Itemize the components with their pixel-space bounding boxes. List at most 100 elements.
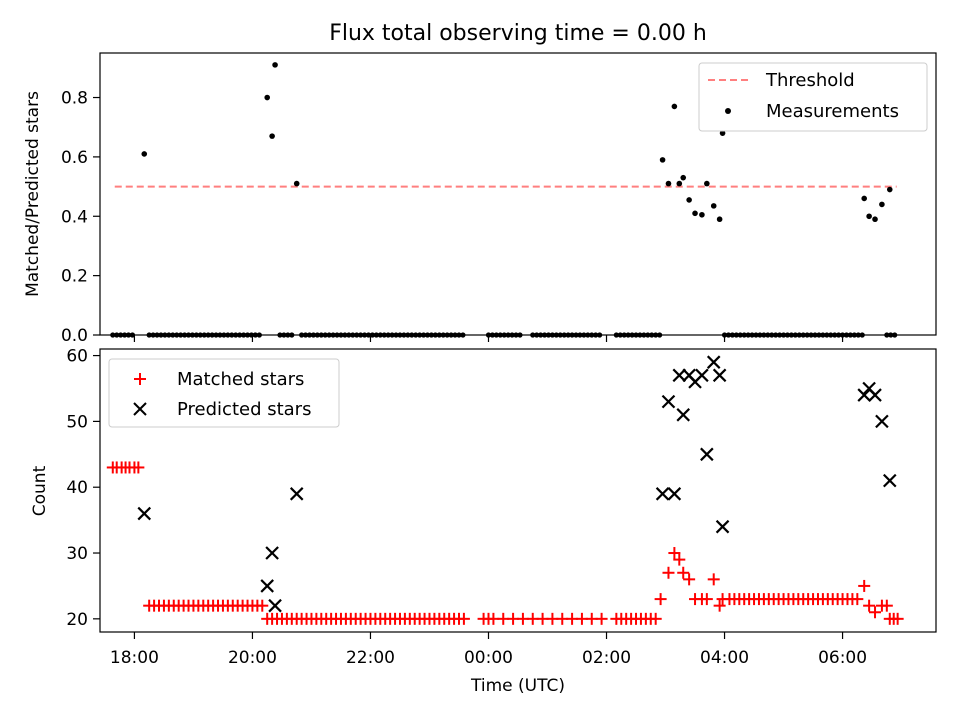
predicted-star-point	[260, 579, 274, 593]
measurement-point	[710, 203, 717, 209]
top-y-tick-label: 0.6	[61, 148, 88, 168]
legend-measurements-swatch	[725, 108, 731, 114]
predicted-star-point	[695, 368, 709, 383]
predicted-star-point	[265, 546, 279, 560]
top-plot-marks	[110, 62, 898, 338]
predicted-star-point	[672, 368, 687, 383]
predicted-star-point	[137, 506, 152, 521]
predicted-star-point	[715, 519, 730, 534]
matched-star-point	[869, 606, 882, 619]
matched-star-point	[863, 599, 876, 612]
matched-star-point	[662, 566, 675, 579]
measurement-point	[692, 210, 698, 217]
measurement-point	[272, 62, 278, 68]
matched-star-point	[673, 553, 686, 566]
measurement-point	[671, 103, 678, 110]
predicted-star-point	[700, 447, 714, 462]
legend-threshold-label: Threshold	[765, 70, 855, 91]
predicted-star-point	[667, 487, 682, 501]
measurement-point	[665, 180, 672, 187]
bottom-plot-marks	[106, 355, 904, 625]
x-tick-label: 20:00	[228, 648, 277, 668]
matched-star-point	[891, 612, 904, 625]
measurement-point	[680, 174, 687, 181]
bottom-legend-box	[108, 358, 340, 428]
bottom-y-tick-label: 50	[66, 412, 88, 432]
bottom-y-tick-label: 60	[66, 347, 88, 367]
legend-predicted-label: Predicted stars	[177, 399, 311, 420]
x-tick-label: 04:00	[700, 648, 749, 668]
measurement-point	[704, 180, 710, 187]
measurement-point	[879, 201, 885, 208]
x-tick-label: 02:00	[582, 648, 631, 668]
matched-star-point	[654, 593, 667, 606]
predicted-star-point	[289, 487, 304, 501]
matched-star-point	[649, 612, 662, 625]
bottom-legend: Matched stars Predicted stars	[108, 358, 340, 428]
matched-star-point	[858, 579, 871, 592]
legend-measurements-label: Measurements	[766, 101, 899, 122]
matched-star-point	[677, 566, 690, 579]
bottom-y-tick-label: 40	[66, 478, 88, 498]
measurement-point	[269, 133, 275, 139]
measurement-point	[686, 197, 692, 203]
predicted-star-point	[706, 355, 721, 369]
x-tick-label: 06:00	[818, 648, 867, 668]
matched-star-point	[707, 573, 720, 586]
top-y-axis: 0.0 0.2 0.4 0.6 0.8	[61, 89, 100, 346]
measurement-point	[141, 151, 148, 157]
measurement-point	[293, 180, 300, 187]
matched-star-point	[595, 612, 608, 625]
matched-star-point	[256, 599, 269, 612]
top-x-tick-marks	[133, 335, 844, 342]
x-tick-label: 22:00	[346, 648, 395, 668]
predicted-star-point	[868, 388, 882, 402]
top-axes-frame	[99, 52, 937, 336]
top-legend: Threshold Measurements	[698, 62, 928, 132]
matched-star-point	[700, 593, 713, 606]
measurement-point	[861, 195, 868, 202]
matched-star-point	[457, 612, 470, 625]
predicted-star-point	[676, 408, 691, 422]
predicted-star-point	[875, 414, 889, 429]
bottom-x-axis: 18:00 20:00 22:00 00:00 02:00 04:00 06:00	[110, 632, 867, 668]
predicted-star-point	[882, 473, 897, 488]
legend-matched-swatch	[134, 373, 146, 385]
predicted-star-point	[268, 598, 282, 613]
x-axis-label: Time (UTC)	[470, 676, 565, 696]
measurement-point	[866, 213, 872, 220]
predicted-star-point	[661, 394, 676, 409]
matched-star-point	[713, 599, 726, 612]
top-panel: 0.00.20.40.60.8 Matched/Predicted stars …	[23, 52, 937, 346]
bottom-y-tick-label: 30	[66, 544, 88, 564]
measurement-point	[872, 216, 878, 223]
predicted-star-point	[857, 388, 871, 402]
matched-star-point	[683, 573, 696, 586]
x-tick-label: 18:00	[110, 648, 159, 668]
predicted-star-point	[712, 368, 727, 383]
top-chart-title: Flux total observing time = 0.00 h	[329, 21, 707, 46]
top-legend-box	[698, 62, 928, 132]
measurement-point	[699, 211, 705, 218]
matched-star-point	[132, 461, 145, 474]
measurement-point	[719, 130, 726, 136]
bottom-axes-frame	[99, 348, 937, 633]
top-y-tick-label: 0.0	[61, 326, 88, 346]
matched-star-point	[880, 599, 893, 612]
bottom-panel: 20 30 40 50 60 18:00 20:00 22:00 00:00 02:00 04:0…	[30, 347, 937, 696]
legend-matched-label: Matched stars	[177, 369, 304, 390]
bottom-y-tick-label: 20	[66, 610, 88, 630]
measurement-point	[264, 94, 271, 101]
matched-star-point	[851, 593, 864, 606]
x-tick-label: 00:00	[464, 648, 513, 668]
top-y-tick-label: 0.2	[61, 267, 88, 287]
bottom-y-axis-label: Count	[30, 465, 50, 516]
top-y-tick-label: 0.8	[61, 89, 88, 109]
measurement-point	[659, 157, 666, 163]
measurement-point	[716, 216, 723, 223]
legend-predicted-swatch	[133, 402, 147, 416]
matched-star-point	[668, 547, 681, 560]
top-y-axis-label: Matched/Predicted stars	[23, 91, 43, 297]
top-y-tick-label: 0.4	[61, 207, 88, 227]
